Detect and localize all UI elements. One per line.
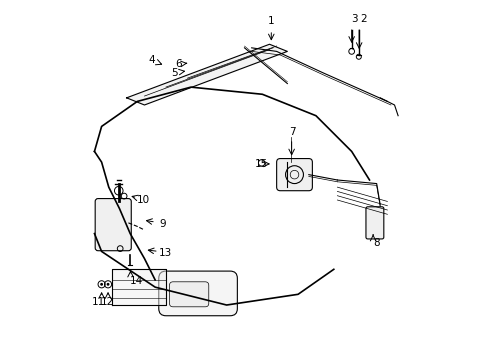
Polygon shape <box>126 44 287 105</box>
Text: 6: 6 <box>175 59 182 69</box>
Text: 8: 8 <box>373 238 379 248</box>
FancyBboxPatch shape <box>365 207 383 239</box>
Text: 15: 15 <box>255 159 268 169</box>
Polygon shape <box>112 269 165 305</box>
Text: 9: 9 <box>159 219 165 229</box>
Text: 3: 3 <box>350 14 357 24</box>
Text: 11: 11 <box>91 297 104 307</box>
Text: 12: 12 <box>100 297 113 307</box>
FancyBboxPatch shape <box>276 158 312 191</box>
Text: 1: 1 <box>267 16 274 26</box>
Circle shape <box>106 283 109 286</box>
Text: 2: 2 <box>359 14 366 24</box>
Text: 5: 5 <box>171 68 178 78</box>
FancyBboxPatch shape <box>95 199 131 251</box>
Text: 4: 4 <box>148 55 155 65</box>
FancyBboxPatch shape <box>169 282 208 307</box>
Text: 7: 7 <box>289 127 295 137</box>
Text: 13: 13 <box>159 248 172 258</box>
FancyBboxPatch shape <box>159 271 237 316</box>
Text: 10: 10 <box>137 195 150 205</box>
Text: 14: 14 <box>130 276 143 286</box>
Circle shape <box>100 283 103 286</box>
